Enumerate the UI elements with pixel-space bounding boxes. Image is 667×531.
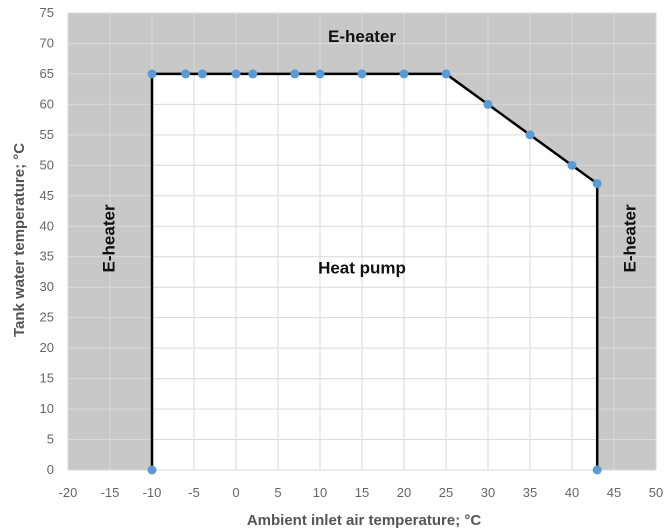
y-tick-labels: 0 5 10 15 20 25 30 35 40 45 50 55 60 65 70 75 [40,5,54,477]
data-point [399,69,409,79]
x-tick-label: 5 [274,485,281,500]
y-tick-label: 65 [40,66,54,81]
region-label: E-heater [328,27,396,46]
data-point [197,69,207,79]
x-tick-label: 0 [232,485,239,500]
region-labels: E-heater E-heater E-heater Heat pump [99,27,639,278]
data-points [147,69,602,475]
data-point [231,69,241,79]
data-point [592,179,602,189]
y-tick-label: 45 [40,188,54,203]
data-point [525,130,535,140]
x-tick-label: 30 [481,485,495,500]
x-tick-labels: -20 -15 -10 -5 0 5 10 15 20 25 30 35 40 45 50 [59,485,664,500]
data-point [357,69,367,79]
y-tick-label: 20 [40,340,54,355]
data-point [147,69,157,79]
y-tick-label: 55 [40,127,54,142]
y-axis-title: Tank water temperature; °C [11,143,28,337]
x-axis-title: Ambient inlet air temperature; °C [247,512,482,529]
data-point [147,465,157,475]
y-tick-label: 15 [40,371,54,386]
x-tick-label: 35 [523,485,537,500]
envelope-boundary-line [150,72,599,470]
x-tick-label: -10 [143,485,162,500]
x-tick-label: 25 [439,485,453,500]
grid-lines [67,12,657,471]
y-tick-label: 50 [40,157,54,172]
x-tick-label: -15 [101,485,120,500]
x-tick-label: -5 [188,485,200,500]
y-tick-label: 75 [40,5,54,20]
x-tick-label: 20 [397,485,411,500]
y-tick-label: 60 [40,96,54,111]
x-tick-label: 10 [313,485,327,500]
y-tick-label: 5 [47,432,54,447]
x-tick-label: 15 [355,485,369,500]
y-tick-label: 40 [40,218,54,233]
y-tick-label: 25 [40,310,54,325]
x-tick-label: 40 [565,485,579,500]
data-point [181,69,191,79]
data-point [441,69,451,79]
data-point [248,69,258,79]
data-point [592,465,602,475]
y-tick-label: 30 [40,279,54,294]
y-tick-label: 70 [40,35,54,50]
x-tick-label: 50 [649,485,663,500]
x-tick-label: -20 [59,485,78,500]
y-tick-label: 35 [40,249,54,264]
data-point [315,69,325,79]
y-tick-label: 0 [47,462,54,477]
x-tick-label: 45 [607,485,621,500]
data-point [483,99,493,109]
y-tick-label: 10 [40,401,54,416]
heat-pump-region [152,73,598,470]
region-label: E-heater [99,204,118,272]
data-point [567,160,577,170]
data-point [290,69,300,79]
region-label: E-heater [620,204,639,272]
region-label: Heat pump [318,258,406,277]
